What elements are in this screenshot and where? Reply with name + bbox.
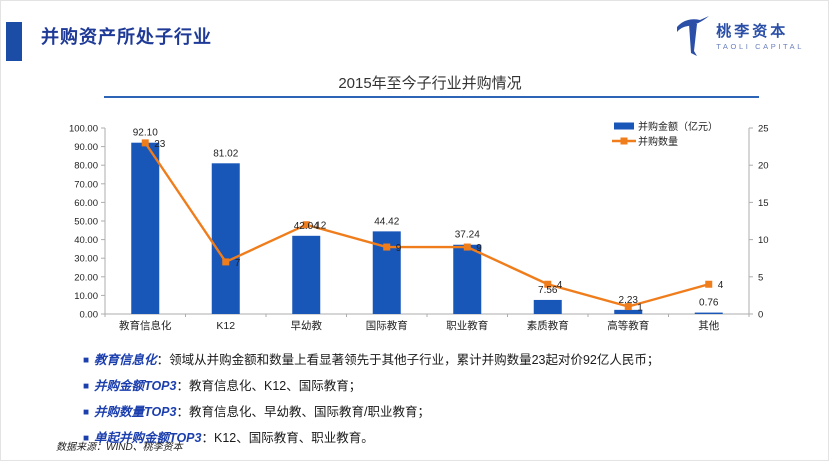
count-value-label: 9	[396, 243, 402, 254]
bar	[211, 163, 240, 314]
line-marker	[544, 280, 552, 288]
bar-value-label: 0.76	[699, 298, 719, 309]
left-axis-label: 10.00	[74, 291, 98, 302]
right-axis-label: 15	[758, 198, 769, 209]
line-marker	[705, 280, 713, 288]
left-axis-label: 100.00	[69, 124, 98, 135]
category-label: 教育信息化	[119, 319, 172, 332]
bullet-lead: 并购金额TOP3	[94, 379, 177, 393]
right-axis-label: 20	[758, 161, 769, 172]
category-label: 早幼教	[291, 319, 323, 332]
count-line	[144, 142, 710, 308]
legend-line-marker	[620, 137, 628, 145]
bar-value-label: 7.56	[538, 285, 558, 296]
bullet-item: ■ 单起并购金额TOP3：K12、国际教育、职业教育。	[83, 426, 803, 452]
legend-bar-swatch	[614, 122, 634, 130]
data-source-note: 数据来源：WIND、桃李资本	[56, 442, 183, 453]
logo-name-cn: 桃李资本	[716, 23, 789, 41]
right-axis-label: 0	[758, 310, 763, 321]
bullet-lead: 并购数量TOP3	[94, 405, 177, 419]
company-logo: 桃李资本 TAOLI CAPITAL	[676, 13, 804, 62]
bar	[453, 244, 482, 314]
category-label: 职业教育	[446, 319, 488, 332]
bar	[131, 142, 160, 314]
chart-canvas: 0.00 10.00 20.00 30.00 40.00 50.00 60.00 70.00 8…	[69, 120, 769, 332]
category-label: 素质教育	[527, 319, 569, 332]
bullet-square-icon: ■	[83, 381, 90, 392]
left-axis-label: 20.00	[74, 272, 98, 283]
bar-value-label: 81.02	[213, 148, 238, 159]
line-marker	[302, 221, 310, 229]
bar	[292, 235, 321, 314]
count-value-label: 1	[637, 303, 643, 314]
left-axis-label: 90.00	[74, 142, 98, 153]
bullet-item: ■ 并购数量TOP3：教育信息化、早幼教、国际教育/职业教育；	[83, 400, 803, 426]
left-axis-label: 70.00	[74, 179, 98, 190]
count-value-label: 7	[235, 258, 241, 269]
bullet-text: ：领域从并购金额和数量上看显著领先于其他子行业，累计并购数量23起对价92亿人民…	[156, 353, 660, 367]
chart-title: 2015年至今子行业并购情况	[338, 75, 522, 92]
count-value-label: 9	[476, 243, 482, 254]
bullet-text: ：教育信息化、K12、国际教育；	[176, 379, 362, 393]
left-axis-label: 80.00	[74, 161, 98, 172]
title-accent-square	[6, 22, 22, 61]
left-axis-label: 30.00	[74, 254, 98, 265]
right-axis-label: 5	[758, 272, 763, 283]
bar	[614, 309, 643, 314]
line-marker	[463, 243, 471, 251]
line-marker	[383, 243, 391, 251]
legend-bar-label: 并购金额（亿元）	[638, 120, 718, 133]
bar	[533, 299, 562, 314]
left-axis-label: 0.00	[80, 310, 99, 321]
line-marker	[141, 139, 149, 147]
count-value-label: 4	[557, 280, 563, 291]
logo-name-en: TAOLI CAPITAL	[716, 41, 804, 51]
bullet-item: ■ 教育信息化：领域从并购金额和数量上看显著领先于其他子行业，累计并购数量23起对…	[83, 348, 803, 374]
bullet-lead: 单起并购金额TOP3	[94, 431, 202, 445]
bar	[694, 312, 723, 314]
category-label: K12	[216, 320, 235, 332]
count-value-label: 4	[718, 280, 724, 291]
bar-value-label: 44.42	[374, 216, 399, 227]
bar-value-label: 42.04	[294, 221, 319, 232]
category-label: 高等教育	[607, 319, 649, 332]
right-axis-label: 10	[758, 235, 769, 246]
line-marker	[222, 258, 230, 266]
left-axis-label: 50.00	[74, 217, 98, 228]
bullet-list: ■ 教育信息化：领域从并购金额和数量上看显著领先于其他子行业，累计并购数量23起对…	[83, 348, 803, 452]
line-marker	[624, 303, 632, 311]
bar-value-label: 92.10	[133, 128, 158, 139]
count-value-label: 12	[315, 221, 327, 232]
left-axis-label: 40.00	[74, 235, 98, 246]
bar-value-label: 2.23	[619, 295, 639, 306]
logo-t-icon	[676, 13, 710, 62]
page-title: 并购资产所处子行业	[41, 27, 212, 47]
bullet-square-icon: ■	[83, 355, 90, 366]
category-label: 国际教育	[366, 319, 408, 332]
bullet-item: ■ 并购金额TOP3：教育信息化、K12、国际教育；	[83, 374, 803, 400]
bullet-text: ：教育信息化、早幼教、国际教育/职业教育；	[176, 405, 430, 419]
chart-title-underline	[104, 96, 759, 98]
bullet-square-icon: ■	[83, 433, 90, 444]
right-axis-label: 25	[758, 124, 769, 135]
combo-chart: 0.00 10.00 20.00 30.00 40.00 50.00 60.00 70.00 8…	[1, 106, 828, 341]
category-label: 其他	[698, 319, 719, 332]
left-axis-label: 60.00	[74, 198, 98, 209]
bullet-text: ：K12、国际教育、职业教育。	[201, 431, 374, 445]
bullet-lead: 教育信息化	[94, 353, 157, 367]
bullet-square-icon: ■	[83, 407, 90, 418]
legend-line-label: 并购数量	[638, 135, 678, 148]
bar-value-label: 37.24	[455, 230, 480, 241]
count-value-label: 23	[154, 139, 166, 150]
